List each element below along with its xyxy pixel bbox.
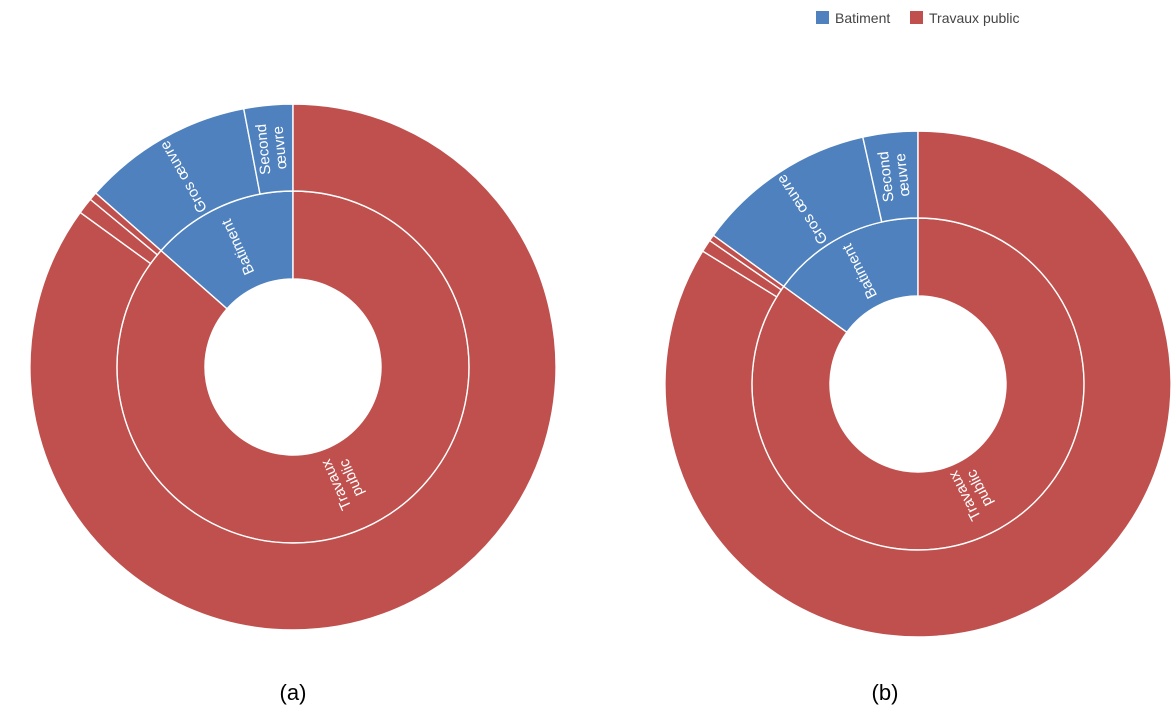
ring2-segment-segment [708, 234, 785, 291]
caption-a: (a) [280, 680, 307, 705]
ring3-label-di: DI [0, 0, 8, 8]
legend-label-batiment: Batiment [835, 10, 890, 26]
ring3-label-di: DI [0, 0, 8, 8]
ring3-label-dndni: DNDNI [0, 0, 24, 8]
ring2-label-second-uvre: Secondœuvre [253, 122, 291, 176]
ring3-label-dndni: DNDNI [0, 0, 24, 8]
legend-swatch-batiment [816, 11, 829, 24]
ring2-segment-segment [29, 103, 557, 631]
ring3-label-di: DI [0, 0, 8, 8]
ring3-label-di: DI [0, 0, 8, 8]
ring3-label-dndni: DNDNI [0, 0, 24, 8]
ring2-label-second-uvre: Secondœuvre [875, 149, 914, 203]
caption-b: (b) [872, 680, 899, 705]
legend-label-travaux-public: Travaux public [929, 10, 1020, 26]
ring2-segment-segment [89, 192, 162, 256]
legend-swatch-travaux-public [910, 11, 923, 24]
ring3-label-di: DI [0, 0, 8, 8]
ring3-label-di: DI [0, 0, 8, 8]
legend: Batiment Travaux public [816, 10, 1020, 26]
ring3-label-dndni: DNDNI [0, 0, 24, 8]
